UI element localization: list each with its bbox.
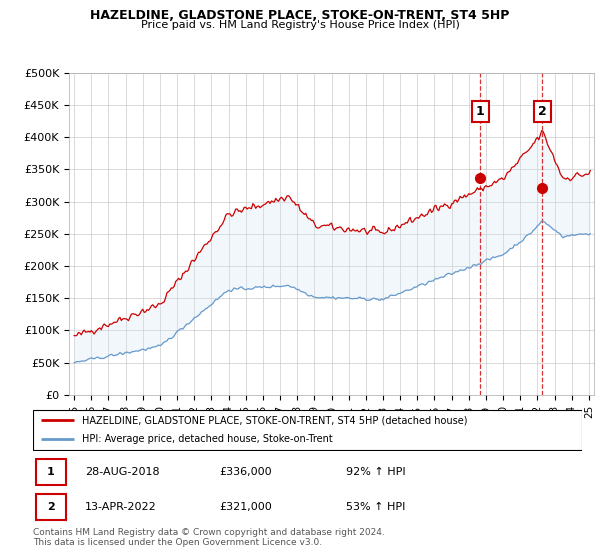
- Text: 28-AUG-2018: 28-AUG-2018: [85, 466, 160, 477]
- Text: £321,000: £321,000: [220, 502, 272, 512]
- Text: HAZELDINE, GLADSTONE PLACE, STOKE-ON-TRENT, ST4 5HP: HAZELDINE, GLADSTONE PLACE, STOKE-ON-TRE…: [91, 9, 509, 22]
- FancyBboxPatch shape: [33, 410, 582, 450]
- Text: 1: 1: [47, 466, 55, 477]
- Text: 92% ↑ HPI: 92% ↑ HPI: [346, 466, 406, 477]
- Text: HPI: Average price, detached house, Stoke-on-Trent: HPI: Average price, detached house, Stok…: [82, 435, 333, 445]
- Text: 1: 1: [476, 105, 485, 118]
- Text: Price paid vs. HM Land Registry's House Price Index (HPI): Price paid vs. HM Land Registry's House …: [140, 20, 460, 30]
- Text: Contains HM Land Registry data © Crown copyright and database right 2024.
This d: Contains HM Land Registry data © Crown c…: [33, 528, 385, 548]
- FancyBboxPatch shape: [36, 459, 66, 484]
- Text: 53% ↑ HPI: 53% ↑ HPI: [346, 502, 406, 512]
- FancyBboxPatch shape: [36, 494, 66, 520]
- Text: 2: 2: [538, 105, 547, 118]
- Text: 2: 2: [47, 502, 55, 512]
- Text: HAZELDINE, GLADSTONE PLACE, STOKE-ON-TRENT, ST4 5HP (detached house): HAZELDINE, GLADSTONE PLACE, STOKE-ON-TRE…: [82, 415, 468, 425]
- Text: 13-APR-2022: 13-APR-2022: [85, 502, 157, 512]
- Text: £336,000: £336,000: [220, 466, 272, 477]
